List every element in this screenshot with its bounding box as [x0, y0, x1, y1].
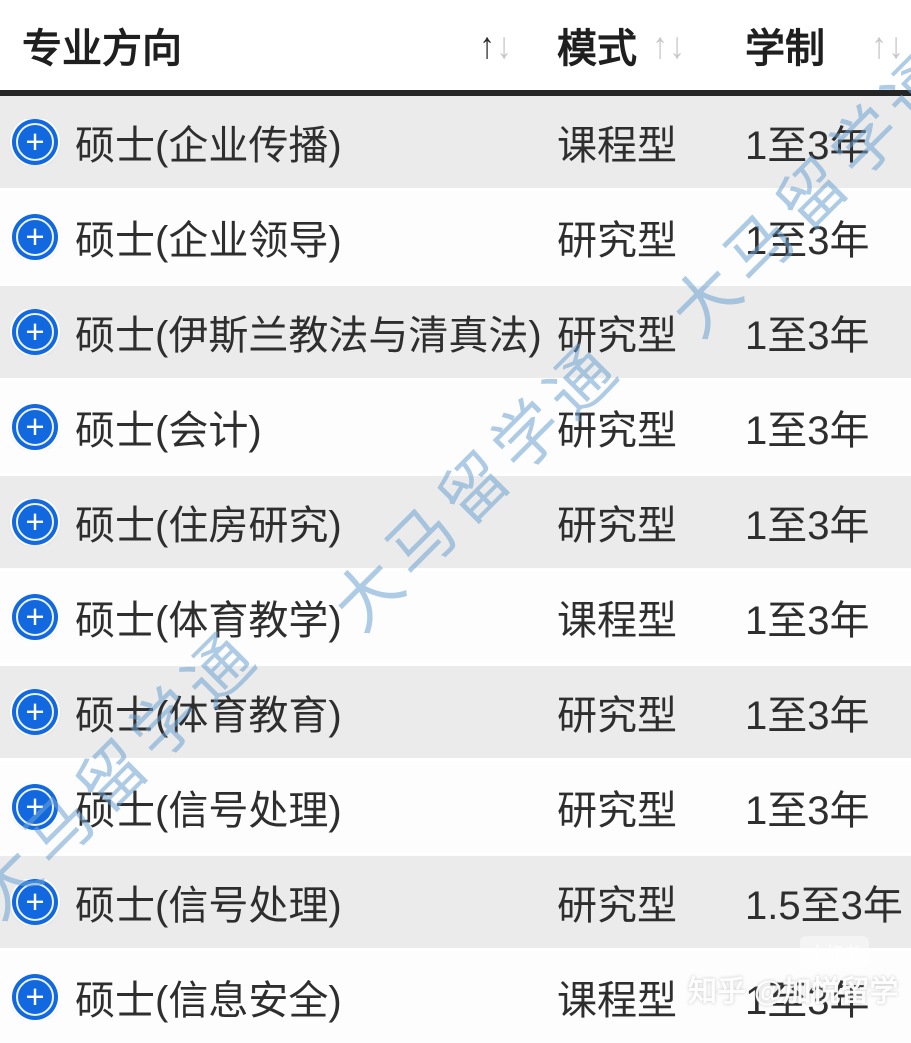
table-row: + 硕士(会计) 研究型 1至3年 — [0, 381, 911, 473]
table-row: + 硕士(信号处理) 研究型 1.5至3年 — [0, 856, 911, 948]
table-row: + 硕士(信息安全) 课程型 1至3年 — [0, 951, 911, 1043]
mode-cell: 研究型 — [557, 504, 677, 548]
plus-icon: + — [25, 977, 45, 1015]
plus-icon: + — [25, 502, 45, 540]
mode-cell: 研究型 — [557, 314, 677, 358]
major-cell: 硕士(信号处理) — [75, 884, 342, 928]
duration-cell: 1至3年 — [745, 124, 870, 168]
column-header-mode[interactable]: 模式 ↑ ↓ — [557, 16, 745, 74]
expand-row-button[interactable]: + — [12, 119, 58, 165]
table-row: + 硕士(体育教学) 课程型 1至3年 — [0, 571, 911, 663]
plus-icon: + — [25, 407, 45, 445]
expand-row-button[interactable]: + — [12, 404, 58, 450]
mode-cell: 研究型 — [557, 694, 677, 738]
column-header-duration[interactable]: 学制 ↑ ↓ — [745, 16, 911, 74]
sort-desc-icon[interactable]: ↓ — [887, 24, 903, 66]
table-row: + 硕士(企业领导) 研究型 1至3年 — [0, 191, 911, 283]
table-row: + 硕士(企业传播) 课程型 1至3年 — [0, 96, 911, 188]
mode-cell: 研究型 — [557, 789, 677, 833]
mode-cell: 课程型 — [557, 124, 677, 168]
table-row: + 硕士(信号处理) 研究型 1至3年 — [0, 761, 911, 853]
mode-cell: 课程型 — [557, 979, 677, 1023]
major-cell: 硕士(体育教育) — [75, 694, 342, 738]
major-cell: 硕士(体育教学) — [75, 599, 342, 643]
duration-cell: 1至3年 — [745, 979, 870, 1023]
plus-icon: + — [25, 217, 45, 255]
duration-cell: 1至3年 — [745, 409, 870, 453]
column-label-duration: 学制 — [745, 27, 825, 71]
mode-cell: 课程型 — [557, 599, 677, 643]
expand-row-button[interactable]: + — [12, 594, 58, 640]
mode-cell: 研究型 — [557, 409, 677, 453]
sort-asc-icon[interactable]: ↑ — [871, 24, 886, 66]
major-cell: 硕士(住房研究) — [75, 504, 342, 548]
expand-row-button[interactable]: + — [12, 784, 58, 830]
expand-row-button[interactable]: + — [12, 214, 58, 260]
major-cell: 硕士(企业领导) — [75, 219, 342, 263]
plus-icon: + — [25, 692, 45, 730]
expand-row-button[interactable]: + — [12, 499, 58, 545]
mode-cell: 研究型 — [557, 884, 677, 928]
mode-cell: 研究型 — [557, 219, 677, 263]
duration-cell: 1至3年 — [745, 789, 870, 833]
column-label-mode: 模式 — [557, 27, 637, 71]
expand-row-button[interactable]: + — [12, 309, 58, 355]
column-header-major[interactable]: 专业方向 ↑ ↓ — [0, 16, 557, 74]
major-cell: 硕士(信息安全) — [75, 979, 342, 1023]
plus-icon: + — [25, 122, 45, 160]
column-label-major: 专业方向 — [22, 27, 182, 71]
duration-cell: 1.5至3年 — [745, 884, 903, 928]
sort-control-duration[interactable]: ↑ ↓ — [870, 27, 903, 64]
major-cell: 硕士(会计) — [75, 409, 262, 453]
sort-desc-icon[interactable]: ↓ — [668, 24, 684, 66]
duration-cell: 1至3年 — [745, 314, 870, 358]
plus-icon: + — [25, 597, 45, 635]
sort-control-major[interactable]: ↑ ↓ — [478, 27, 511, 64]
major-cell: 硕士(信号处理) — [75, 789, 342, 833]
table-header: 专业方向 ↑ ↓ 模式 ↑ ↓ 学制 ↑ ↓ — [0, 0, 911, 96]
plus-icon: + — [25, 882, 45, 920]
table-row: + 硕士(伊斯兰教法与清真法) 研究型 1至3年 — [0, 286, 911, 378]
expand-row-button[interactable]: + — [12, 689, 58, 735]
plus-icon: + — [25, 787, 45, 825]
sort-asc-icon[interactable]: ↑ — [652, 24, 667, 66]
expand-row-button[interactable]: + — [12, 879, 58, 925]
sort-control-mode[interactable]: ↑ ↓ — [651, 27, 684, 64]
duration-cell: 1至3年 — [745, 694, 870, 738]
duration-cell: 1至3年 — [745, 599, 870, 643]
major-cell: 硕士(企业传播) — [75, 124, 342, 168]
plus-icon: + — [25, 312, 45, 350]
expand-row-button[interactable]: + — [12, 974, 58, 1020]
sort-desc-icon[interactable]: ↓ — [495, 24, 511, 66]
duration-cell: 1至3年 — [745, 504, 870, 548]
table-row: + 硕士(体育教育) 研究型 1至3年 — [0, 666, 911, 758]
duration-cell: 1至3年 — [745, 219, 870, 263]
major-cell: 硕士(伊斯兰教法与清真法) — [75, 314, 542, 358]
table-row: + 硕士(住房研究) 研究型 1至3年 — [0, 476, 911, 568]
sort-asc-icon[interactable]: ↑ — [479, 24, 494, 66]
table-body: + 硕士(企业传播) 课程型 1至3年 + 硕士(企业领导) 研究型 1至3年 … — [0, 96, 911, 1043]
